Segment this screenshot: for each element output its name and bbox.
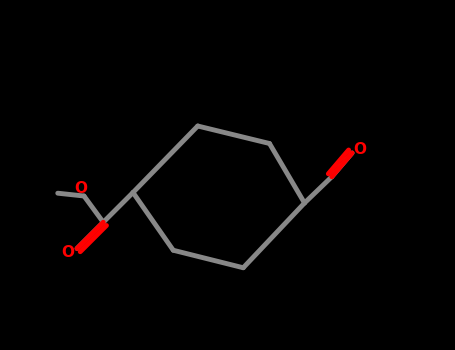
Text: O: O [75,181,88,196]
Text: O: O [62,245,75,260]
Text: O: O [353,142,366,157]
